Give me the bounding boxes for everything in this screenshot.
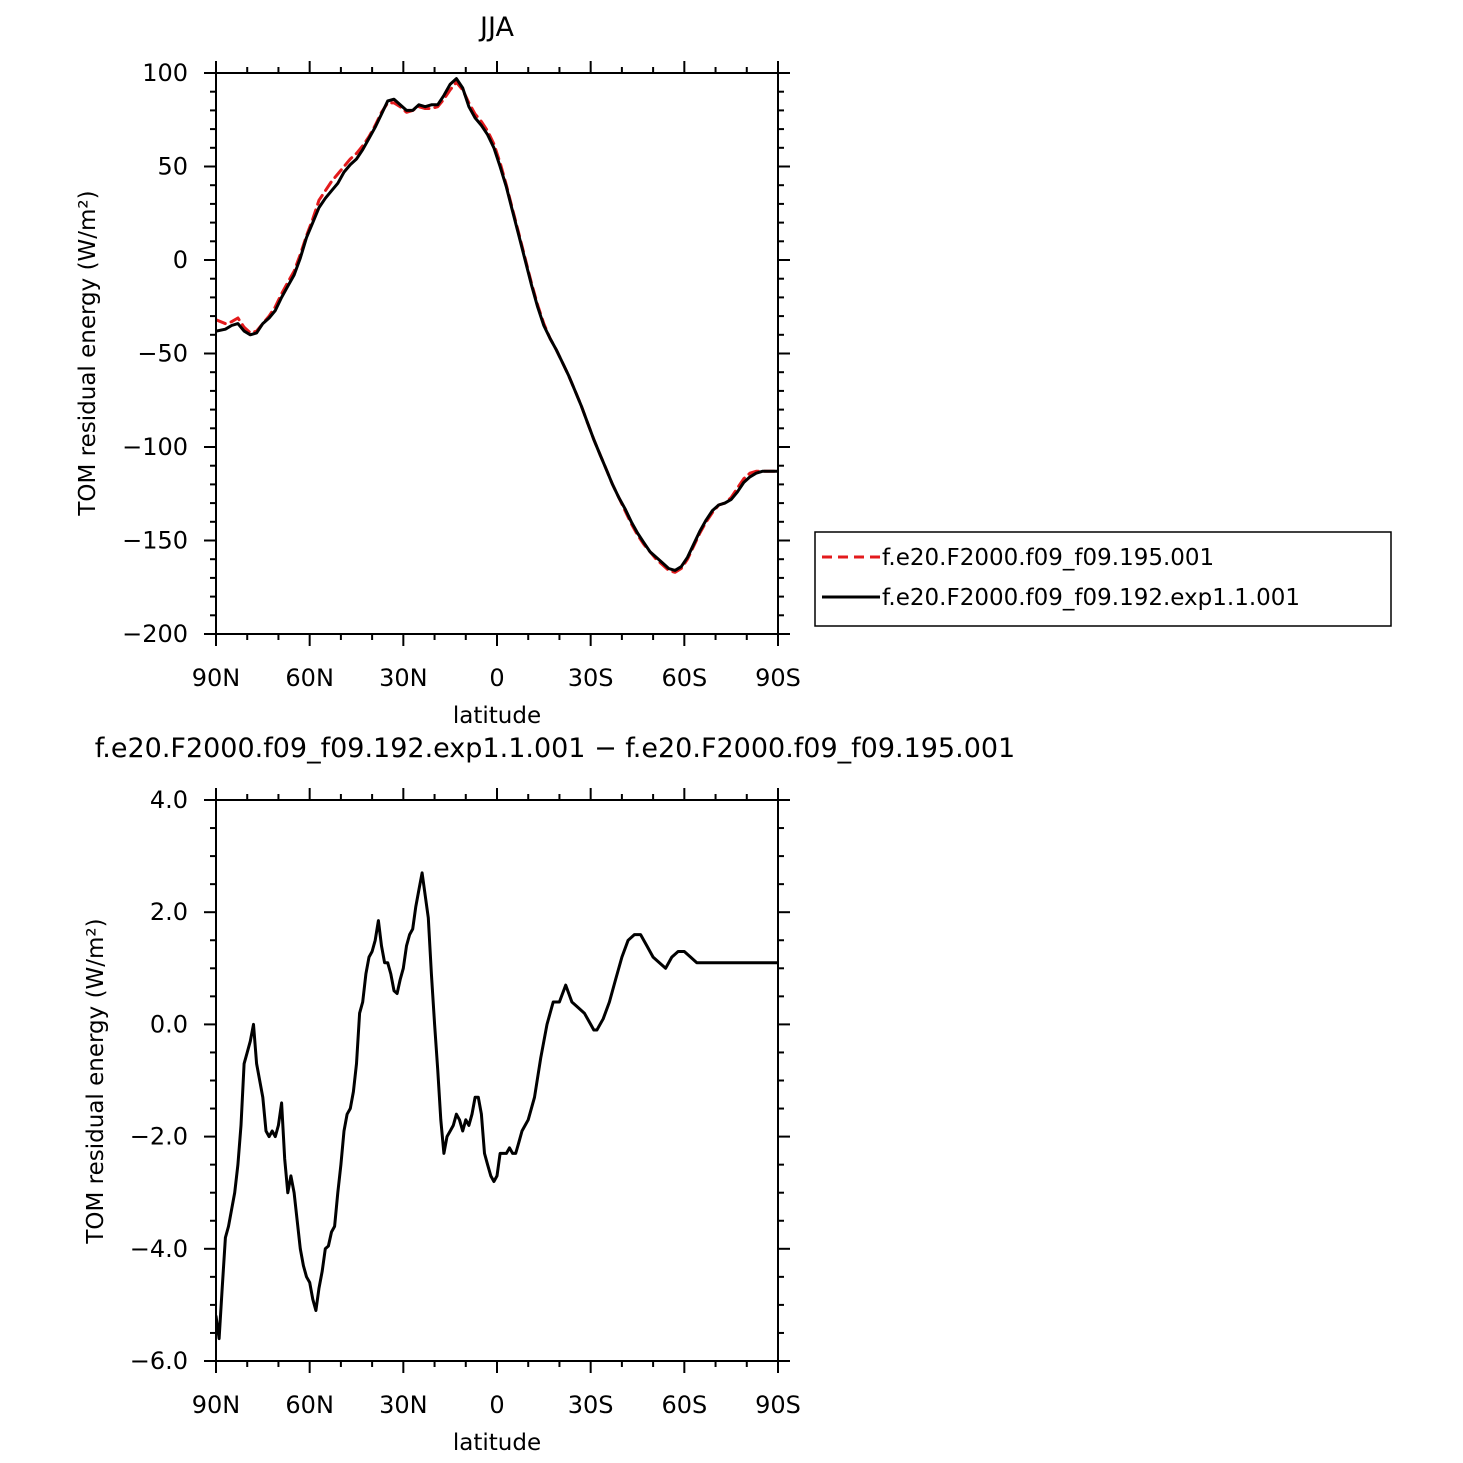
top-x-tick-label: 0 [489, 664, 504, 692]
legend-label-series-2: f.e20.F2000.f09_f09.192.exp1.1.001 [882, 585, 1300, 611]
bottom-x-tick-label: 30S [568, 1391, 614, 1419]
bottom-y-tick-label: −2.0 [130, 1123, 188, 1151]
top-tick-layer [204, 61, 790, 646]
top-y-tick-label: −200 [122, 620, 188, 648]
top-x-tick-label: 30S [568, 664, 614, 692]
top-x-axis-title: latitude [453, 703, 541, 729]
bottom-x-tick-label: 90N [192, 1391, 241, 1419]
bottom-x-axis-title: latitude [453, 1430, 541, 1456]
top-x-tick-label: 30N [379, 664, 428, 692]
bottom-x-tick-label: 0 [489, 1391, 504, 1419]
bottom-panel: f.e20.F2000.f09_f09.192.exp1.1.001 − f.e… [83, 733, 1015, 1456]
bottom-y-tick-label: 4.0 [150, 786, 188, 814]
top-series-line-2 [216, 77, 778, 572]
bottom-y-tick-label: −6.0 [130, 1347, 188, 1375]
top-y-tick-label: 100 [142, 59, 188, 87]
legend: f.e20.F2000.f09_f09.195.001 f.e20.F2000.… [814, 531, 1392, 627]
bottom-x-tick-label: 60N [285, 1391, 334, 1419]
bottom-series-layer [216, 871, 778, 1341]
top-series-layer [216, 77, 778, 574]
top-y-tick-label: 50 [157, 153, 188, 181]
legend-label-series-1: f.e20.F2000.f09_f09.195.001 [882, 545, 1214, 571]
top-panel: JJA 100 50 0 −50 −100 −150 −200 90N 60N 30N 0 30S 6… [75, 12, 801, 729]
top-y-tick-label: −50 [137, 340, 188, 368]
top-x-tick-label: 90N [192, 664, 241, 692]
bottom-tick-layer [204, 788, 790, 1373]
bottom-x-tick-label: 90S [755, 1391, 801, 1419]
bottom-y-tick-label: 0.0 [150, 1010, 188, 1038]
bottom-series-line-1 [216, 871, 778, 1341]
bottom-y-axis-title: TOM residual energy (W/m²) [83, 918, 109, 1244]
bottom-x-tick-label: 30N [379, 1391, 428, 1419]
legend-box [814, 531, 1392, 627]
top-y-tick-labels: 100 50 0 −50 −100 −150 −200 [122, 59, 188, 648]
top-chart-title: JJA [478, 12, 514, 43]
top-y-axis-title: TOM residual energy (W/m²) [75, 190, 101, 516]
top-y-tick-label: −100 [122, 433, 188, 461]
bottom-y-tick-label: −4.0 [130, 1235, 188, 1263]
top-y-tick-label: 0 [173, 246, 188, 274]
bottom-x-tick-label: 60S [661, 1391, 707, 1419]
top-x-tick-label: 60S [661, 664, 707, 692]
top-x-tick-label: 90S [755, 664, 801, 692]
bottom-x-tick-labels: 90N 60N 30N 0 30S 60S 90S [192, 1391, 801, 1419]
top-y-tick-label: −150 [122, 527, 188, 555]
bottom-plot-frame [215, 799, 779, 1362]
bottom-y-tick-labels: 4.0 2.0 0.0 −2.0 −4.0 −6.0 [130, 786, 188, 1375]
bottom-chart-title: f.e20.F2000.f09_f09.192.exp1.1.001 − f.e… [95, 733, 1015, 764]
bottom-y-tick-label: 2.0 [150, 898, 188, 926]
top-x-tick-labels: 90N 60N 30N 0 30S 60S 90S [192, 664, 801, 692]
top-x-tick-label: 60N [285, 664, 334, 692]
